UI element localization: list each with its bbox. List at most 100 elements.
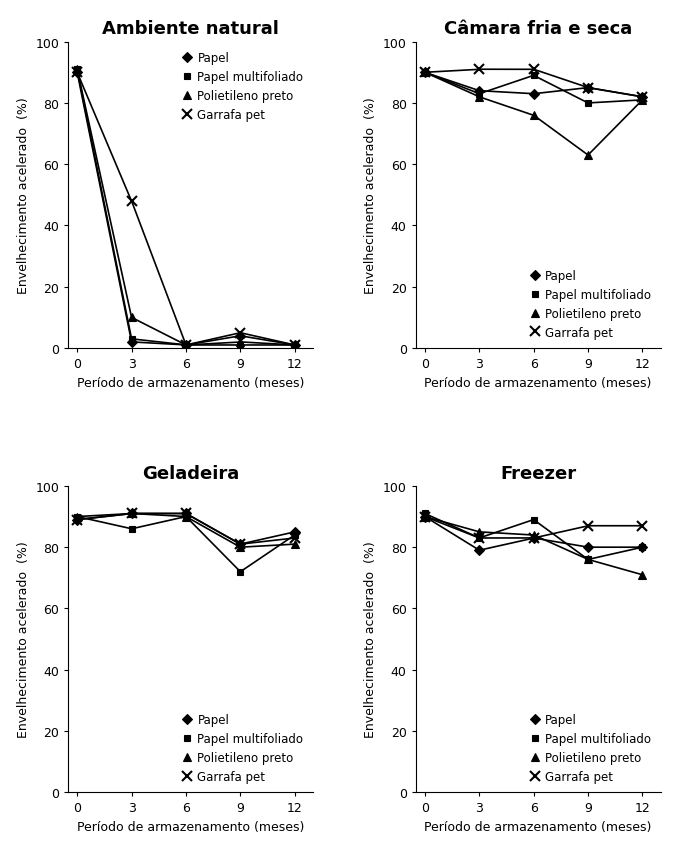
Papel [73, 515, 81, 525]
Garrafa pet [127, 509, 136, 519]
X-axis label: Período de armazenamento (meses): Período de armazenamento (meses) [77, 820, 304, 833]
Papel [638, 93, 646, 103]
Y-axis label: Envelhecimento acelerado  (%): Envelhecimento acelerado (%) [16, 541, 30, 738]
Papel multifoliado [530, 72, 538, 82]
Papel [182, 341, 190, 351]
Title: Freezer: Freezer [500, 464, 576, 482]
Line: Papel: Papel [422, 514, 646, 554]
Garrafa pet [638, 93, 646, 103]
Title: Geladeira: Geladeira [142, 464, 239, 482]
Papel multifoliado [638, 543, 646, 553]
X-axis label: Período de armazenamento (meses): Período de armazenamento (meses) [424, 820, 652, 833]
Line: Papel multifoliado: Papel multifoliado [74, 66, 298, 349]
Polietileno preto [475, 527, 484, 538]
Line: Papel: Papel [422, 70, 646, 101]
Garrafa pet [584, 521, 592, 532]
Papel multifoliado [584, 99, 592, 109]
Papel [530, 89, 538, 100]
Garrafa pet [530, 65, 538, 75]
Line: Polietileno preto: Polietileno preto [73, 509, 299, 552]
Line: Garrafa pet: Garrafa pet [72, 509, 300, 550]
Line: Polietileno preto: Polietileno preto [421, 513, 646, 579]
Y-axis label: Envelhecimento acelerado  (%): Envelhecimento acelerado (%) [16, 97, 30, 294]
Polietileno preto [73, 512, 81, 522]
Polietileno preto [421, 68, 429, 78]
Garrafa pet [421, 512, 429, 522]
X-axis label: Período de armazenamento (meses): Período de armazenamento (meses) [424, 377, 652, 389]
Papel multifoliado [530, 515, 538, 525]
Papel [127, 337, 136, 348]
X-axis label: Período de armazenamento (meses): Período de armazenamento (meses) [77, 377, 304, 389]
Garrafa pet [291, 341, 299, 351]
Papel [475, 86, 484, 96]
Line: Garrafa pet: Garrafa pet [72, 68, 300, 350]
Papel multifoliado [291, 341, 299, 351]
Line: Polietileno preto: Polietileno preto [421, 69, 646, 160]
Polietileno preto [291, 341, 299, 351]
Legend: Papel, Papel multifoliado, Polietileno preto, Garrafa pet: Papel, Papel multifoliado, Polietileno p… [178, 710, 307, 786]
Papel multifoliado [638, 95, 646, 106]
Polietileno preto [638, 570, 646, 580]
Title: Câmara fria e seca: Câmara fria e seca [444, 20, 632, 38]
Papel multifoliado [236, 567, 244, 577]
Garrafa pet [236, 539, 244, 550]
Garrafa pet [475, 65, 484, 75]
Garrafa pet [73, 515, 81, 525]
Papel [421, 512, 429, 522]
Papel [73, 68, 81, 78]
Garrafa pet [182, 341, 190, 351]
Papel [291, 341, 299, 351]
Papel multifoliado [127, 334, 136, 344]
Garrafa pet [127, 197, 136, 207]
Papel multifoliado [584, 555, 592, 565]
Papel multifoliado [421, 68, 429, 78]
Line: Papel multifoliado: Papel multifoliado [74, 514, 298, 575]
Garrafa pet [584, 83, 592, 94]
Polietileno preto [584, 151, 592, 161]
Papel [236, 539, 244, 550]
Papel multifoliado [291, 530, 299, 540]
Legend: Papel, Papel multifoliado, Polietileno preto, Garrafa pet: Papel, Papel multifoliado, Polietileno p… [178, 49, 307, 125]
Papel [475, 545, 484, 556]
Garrafa pet [182, 509, 190, 519]
Papel multifoliado [73, 65, 81, 75]
Garrafa pet [291, 533, 299, 544]
Papel multifoliado [475, 89, 484, 100]
Papel [530, 533, 538, 544]
Garrafa pet [73, 68, 81, 78]
Polietileno preto [127, 509, 136, 519]
Line: Garrafa pet: Garrafa pet [420, 66, 648, 102]
Line: Papel multifoliado: Papel multifoliado [422, 510, 646, 563]
Garrafa pet [236, 328, 244, 338]
Polietileno preto [530, 530, 538, 540]
Papel [127, 509, 136, 519]
Papel multifoliado [127, 524, 136, 534]
Polietileno preto [182, 512, 190, 522]
Garrafa pet [530, 533, 538, 544]
Polietileno preto [638, 95, 646, 106]
Papel multifoliado [421, 509, 429, 519]
Line: Papel multifoliado: Papel multifoliado [422, 70, 646, 107]
Polietileno preto [584, 555, 592, 565]
Y-axis label: Envelhecimento acelerado  (%): Envelhecimento acelerado (%) [364, 97, 377, 294]
Papel [236, 331, 244, 342]
Title: Ambiente natural: Ambiente natural [102, 20, 279, 38]
Legend: Papel, Papel multifoliado, Polietileno preto, Garrafa pet: Papel, Papel multifoliado, Polietileno p… [526, 710, 654, 786]
Papel multifoliado [236, 341, 244, 351]
Polietileno preto [421, 512, 429, 522]
Y-axis label: Envelhecimento acelerado  (%): Envelhecimento acelerado (%) [364, 541, 377, 738]
Polietileno preto [530, 111, 538, 121]
Line: Papel: Papel [74, 510, 298, 548]
Polietileno preto [236, 337, 244, 348]
Line: Polietileno preto: Polietileno preto [73, 66, 299, 349]
Papel multifoliado [73, 512, 81, 522]
Papel [584, 543, 592, 553]
Papel [584, 83, 592, 94]
Polietileno preto [291, 539, 299, 550]
Papel [291, 527, 299, 538]
Papel [182, 509, 190, 519]
Legend: Papel, Papel multifoliado, Polietileno preto, Garrafa pet: Papel, Papel multifoliado, Polietileno p… [526, 266, 654, 343]
Polietileno preto [73, 65, 81, 75]
Garrafa pet [475, 533, 484, 544]
Polietileno preto [475, 93, 484, 103]
